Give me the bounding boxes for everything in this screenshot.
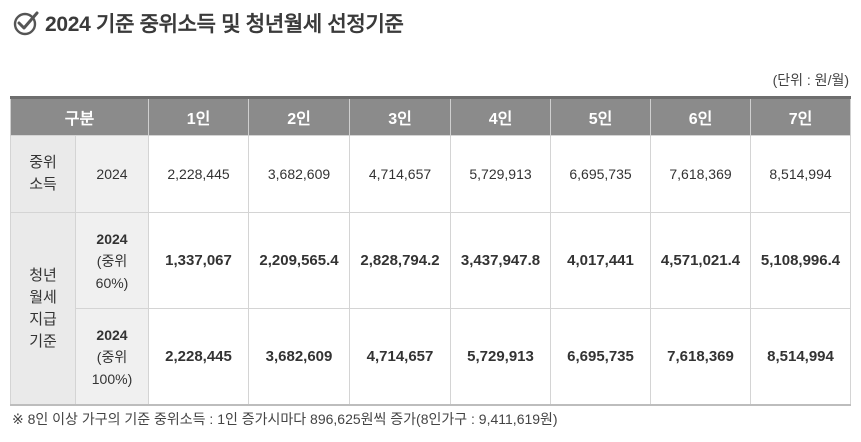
value-cell: 3,682,609	[248, 308, 351, 406]
value-cell: 7,618,369	[650, 135, 752, 213]
row-year-label: 2024	[96, 230, 128, 247]
header-2-person: 2인	[248, 96, 351, 136]
page-title: 2024 기준 중위소득 및 청년월세 선정기준	[45, 13, 404, 36]
header-4-person: 4인	[450, 96, 552, 136]
table-row-rent-100: 2024 (중위 100%) 2,228,445 3,682,609 4,714…	[11, 308, 852, 406]
value-cell: 1,337,067	[148, 212, 250, 309]
unit-label: (단위 : 원/월)	[772, 72, 849, 88]
value-cell: 4,714,657	[349, 308, 452, 406]
value-cell: 2,828,794.2	[349, 212, 452, 309]
value-cell: 2,209,565.4	[248, 212, 351, 309]
value-cell: 8,514,994	[750, 135, 852, 213]
value-cell: 6,695,735	[550, 308, 652, 406]
page-title-bar: 2024 기준 중위소득 및 청년월세 선정기준	[13, 8, 404, 38]
row-year-100: 2024 (중위 100%)	[74, 308, 150, 406]
value-cell: 2,228,445	[148, 308, 250, 406]
value-cell: 3,437,947.8	[450, 212, 552, 309]
value-cell: 7,618,369	[650, 308, 752, 406]
value-cell: 4,571,021.4	[650, 212, 752, 309]
header-6-person: 6인	[650, 96, 752, 136]
check-circle-icon	[13, 11, 39, 36]
value-cell: 4,017,441	[550, 212, 652, 309]
table-header-row: 구분 1인 2인 3인 4인 5인 6인 7인	[9, 96, 852, 136]
value-cell: 5,108,996.4	[750, 212, 852, 309]
row-year: 2024	[74, 135, 150, 213]
value-cell: 6,695,735	[550, 135, 652, 213]
table-row-rent-60: 청년 월세 지급 기준 2024 (중위 60%) 1,337,067 2,20…	[10, 212, 852, 406]
value-cell: 4,714,657	[349, 135, 452, 213]
header-3-person: 3인	[349, 96, 452, 136]
header-category: 구분	[9, 96, 150, 136]
row-percent-label: (중위 100%)	[91, 348, 133, 387]
value-cell: 5,729,913	[450, 135, 552, 213]
income-table: 구분 1인 2인 3인 4인 5인 6인 7인 중위 소득 2024 2,228…	[9, 96, 852, 406]
value-cell: 2,228,445	[148, 135, 250, 213]
row-category-median-income: 중위 소득	[10, 135, 76, 213]
row-year-label: 2024	[96, 326, 128, 343]
header-1-person: 1인	[148, 96, 250, 136]
value-cell: 5,729,913	[450, 308, 552, 406]
table-row-median-income: 중위 소득 2024 2,228,445 3,682,609 4,714,657…	[10, 135, 852, 213]
header-7-person: 7인	[750, 96, 852, 136]
row-year-60: 2024 (중위 60%)	[74, 212, 150, 309]
footnote: ※ 8인 이상 가구의 기준 중위소득 : 1인 증가시마다 896,625원씩…	[12, 411, 558, 427]
value-cell: 3,682,609	[248, 135, 351, 213]
value-cell: 8,514,994	[750, 308, 852, 406]
header-5-person: 5인	[550, 96, 652, 136]
row-category-youth-rent: 청년 월세 지급 기준	[10, 212, 76, 406]
row-percent-label: (중위 60%)	[95, 252, 129, 291]
